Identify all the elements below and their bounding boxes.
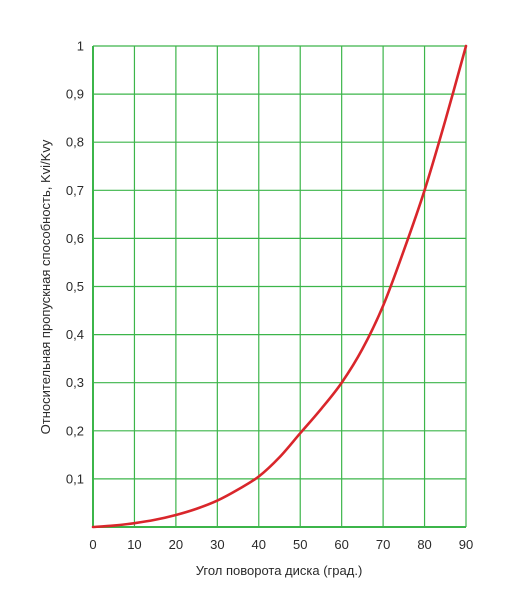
tick-labels: 0 10 20 30 40 50 60 70 80 90 0,1 0,2 0,3 0,4 0,5 0,6 0,7… — [66, 39, 473, 553]
y-tick-label: 0,5 — [66, 279, 84, 294]
x-tick-label: 50 — [293, 537, 307, 552]
grid — [92, 45, 467, 528]
x-tick-label: 80 — [417, 537, 431, 552]
y-tick-label: 0,2 — [66, 423, 84, 438]
series-layer — [91, 44, 468, 529]
x-tick-label: 30 — [210, 537, 224, 552]
x-tick-label: 60 — [334, 537, 348, 552]
x-tick-label: 70 — [376, 537, 390, 552]
y-tick-label: 0,9 — [66, 87, 84, 102]
y-axis-title: Относительная пропускная способность, Kv… — [38, 139, 53, 434]
x-tick-label: 20 — [169, 537, 183, 552]
y-tick-label: 0,3 — [66, 375, 84, 390]
x-tick-label: 0 — [89, 537, 96, 552]
y-tick-label: 0,4 — [66, 327, 84, 342]
x-tick-label: 10 — [127, 537, 141, 552]
y-tick-label: 0,8 — [66, 135, 84, 150]
y-tick-label: 1 — [77, 39, 84, 54]
x-axis-title: Угол поворота диска (град.) — [196, 563, 363, 578]
y-tick-label: 0,7 — [66, 183, 84, 198]
y-tick-label: 0,6 — [66, 231, 84, 246]
x-tick-label: 90 — [459, 537, 473, 552]
y-tick-label: 0,1 — [66, 471, 84, 486]
x-tick-label: 40 — [252, 537, 266, 552]
series-line — [91, 44, 468, 529]
